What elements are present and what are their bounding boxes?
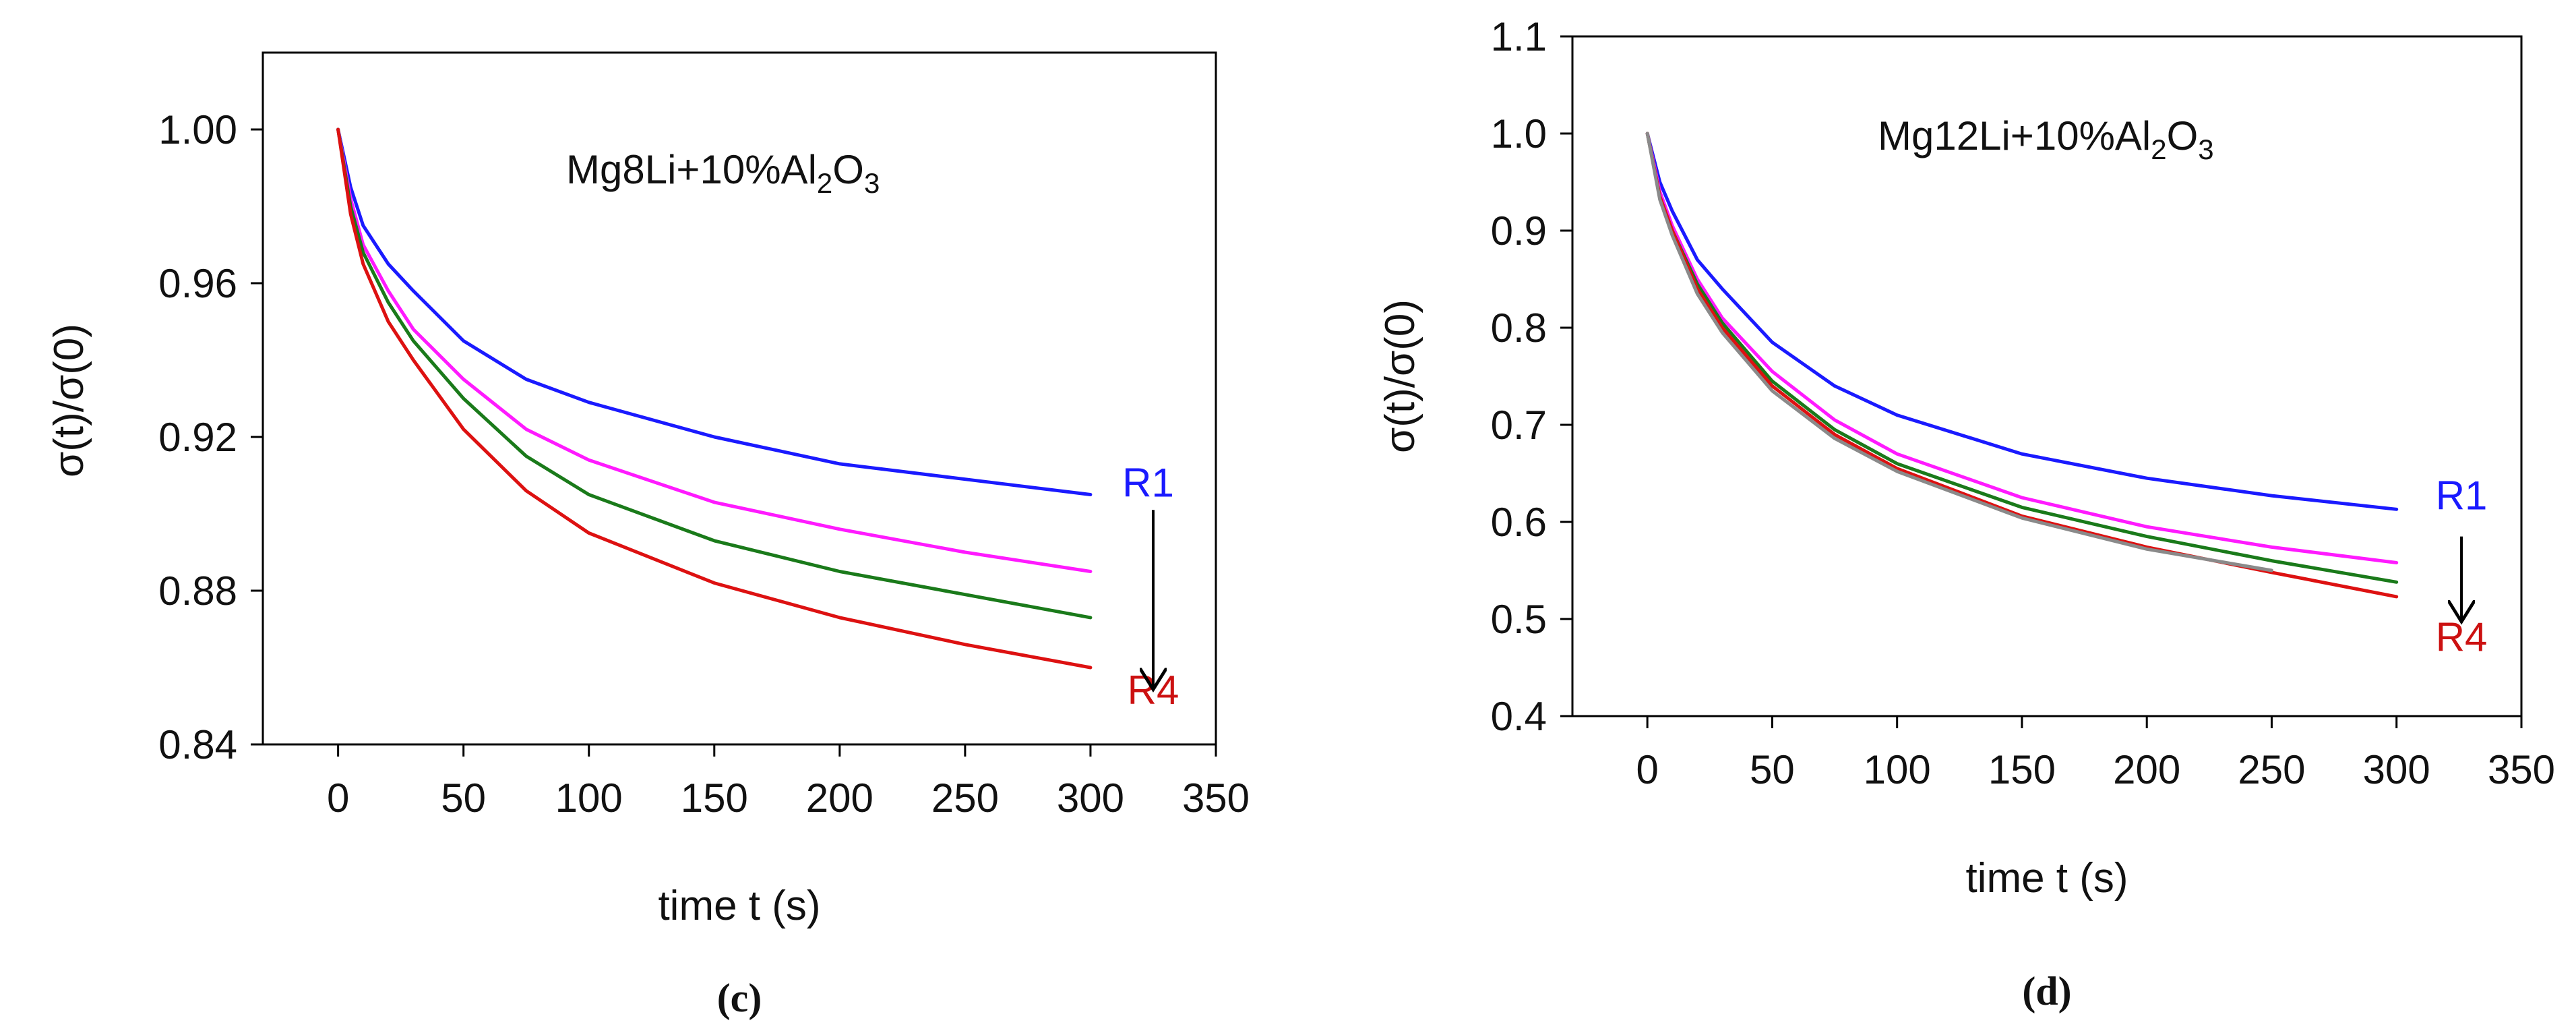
y-tick-label: 0.84 — [158, 722, 237, 767]
series-line-r2 — [336, 127, 1093, 573]
series-line-r1 — [336, 127, 1093, 496]
plot-frame — [1571, 35, 2523, 717]
x-tick-label: 0 — [327, 775, 349, 821]
x-axis-label: time t (s) — [1965, 855, 2128, 902]
y-tick-label: 0.4 — [1491, 694, 1547, 739]
series-group — [336, 127, 1093, 670]
series-annotation-r1: R1 — [2436, 473, 2488, 518]
x-tick-label: 250 — [2238, 747, 2305, 792]
plot-frame — [262, 51, 1217, 746]
x-axis-ticks: 0 50 100 150 200 250 300 350 — [327, 744, 1250, 821]
series-group — [1645, 131, 2399, 599]
x-tick-label: 100 — [555, 775, 623, 821]
x-tick-label: 0 — [1636, 747, 1658, 792]
y-tick-label: 0.9 — [1491, 208, 1547, 254]
chart-panel-d: 0.4 0.5 0.6 0.7 0.8 0.9 1.0 1.1 0 50 100 150 200 250… — [1377, 14, 2555, 1013]
y-axis-ticks: 0.84 0.88 0.92 0.96 1.00 — [158, 107, 263, 767]
x-tick-label: 250 — [931, 775, 999, 821]
y-tick-label: 0.92 — [158, 415, 237, 460]
x-tick-label: 300 — [1057, 775, 1124, 821]
y-tick-label: 0.5 — [1491, 597, 1547, 642]
y-tick-label: 0.96 — [158, 261, 237, 306]
chart-panel-c: 0.84 0.88 0.92 0.96 1.00 0 50 100 150 200 250 300 3… — [46, 51, 1250, 1020]
figure-caption: (d) — [2022, 969, 2071, 1013]
x-axis-ticks: 0 50 100 150 200 250 300 350 — [1636, 716, 2555, 792]
annotations: R1 R4 — [2436, 473, 2488, 659]
x-tick-label: 50 — [1750, 747, 1795, 792]
figure-caption: (c) — [717, 976, 762, 1020]
series-annotation-r4: R4 — [2436, 615, 2488, 660]
x-tick-label: 150 — [681, 775, 748, 821]
y-tick-label: 0.7 — [1491, 403, 1547, 448]
y-tick-label: 1.00 — [158, 107, 237, 152]
x-tick-label: 350 — [2488, 747, 2555, 792]
y-tick-label: 0.6 — [1491, 500, 1547, 545]
x-tick-label: 350 — [1182, 775, 1250, 821]
x-tick-label: 200 — [2113, 747, 2180, 792]
y-axis-label: σ(t)/σ(0) — [1377, 299, 1423, 453]
y-tick-label: 0.8 — [1491, 305, 1547, 351]
plot-title: Mg8Li+10%Al2O3 — [566, 147, 880, 199]
x-axis-label: time t (s) — [658, 883, 820, 929]
series-line-r1 — [1645, 131, 2399, 511]
y-tick-label: 1.1 — [1491, 14, 1547, 59]
series-line-r5 — [1645, 131, 2273, 572]
y-axis-label: σ(t)/σ(0) — [46, 324, 92, 477]
y-tick-label: 0.88 — [158, 568, 237, 614]
y-tick-label: 1.0 — [1491, 111, 1547, 156]
x-tick-label: 200 — [806, 775, 873, 821]
y-axis-ticks: 0.4 0.5 0.6 0.7 0.8 0.9 1.0 1.1 — [1491, 14, 1572, 739]
series-line-r4 — [336, 127, 1093, 670]
x-tick-label: 100 — [1864, 747, 1931, 792]
series-annotation-r1: R1 — [1122, 460, 1174, 505]
x-tick-label: 300 — [2363, 747, 2430, 792]
plot-title: Mg12Li+10%Al2O3 — [1878, 113, 2214, 165]
series-line-r3 — [336, 127, 1093, 620]
x-tick-label: 50 — [441, 775, 486, 821]
x-tick-label: 150 — [1988, 747, 2056, 792]
